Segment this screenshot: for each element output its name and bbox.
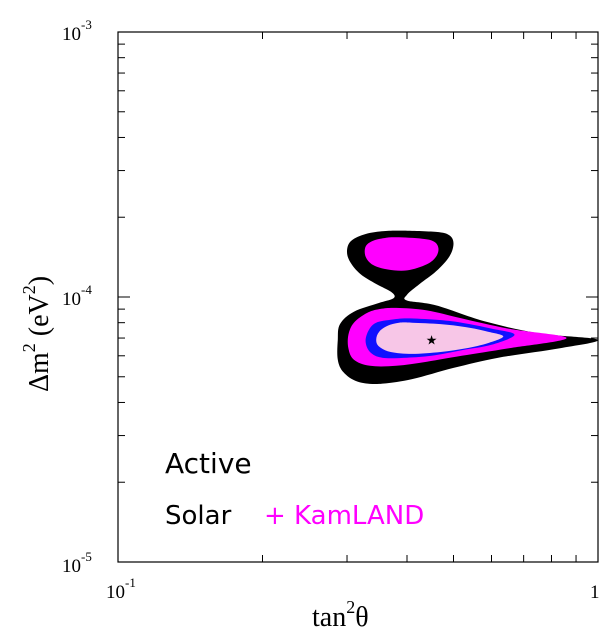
contour-pink-lobe-1 <box>376 322 504 354</box>
contour-regions <box>337 230 599 384</box>
x-tick-label-0.1: 10-1 <box>106 575 136 603</box>
y-tick-label-1e-3: 10-3 <box>62 17 92 45</box>
annotation-active: Active <box>165 447 252 480</box>
annotation-solar: Solar <box>165 501 232 531</box>
best-fit-marker: ★ <box>426 334 438 349</box>
y-tick-label-1e-4: 10-4 <box>62 282 92 310</box>
plot-frame <box>117 31 599 563</box>
axis-ticks <box>117 31 599 563</box>
y-tick-label-1e-5: 10-5 <box>62 549 92 577</box>
x-axis-title: tan2θ <box>312 597 369 632</box>
y-axis-title: Δm2 (eV2) <box>19 276 55 392</box>
annotation-kamland: + KamLAND <box>264 501 424 531</box>
x-tick-label-1: 1 <box>590 582 600 603</box>
contour-magenta-lobe-1 <box>364 237 439 271</box>
